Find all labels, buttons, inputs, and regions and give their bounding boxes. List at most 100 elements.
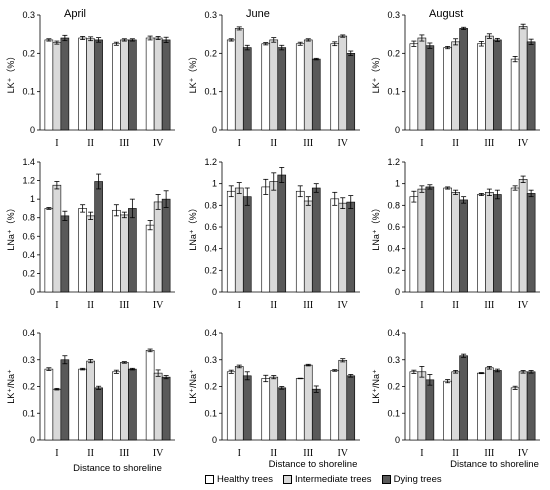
- bar: [295, 378, 305, 441]
- bar: [161, 376, 171, 441]
- y-tick-label: 1.2: [204, 157, 217, 167]
- x-tick-label: III: [484, 300, 494, 311]
- bar: [330, 43, 340, 131]
- bar: [417, 37, 427, 131]
- x-tick-label: II: [87, 138, 94, 149]
- bar: [526, 193, 536, 293]
- y-tick-label: 0: [30, 435, 35, 445]
- y-tick-label: 0.1: [204, 408, 217, 418]
- bar: [60, 359, 70, 441]
- y-tick-label: 0.8: [22, 213, 35, 223]
- bar: [277, 47, 287, 131]
- y-tick-label: 0.8: [387, 200, 400, 210]
- bar: [493, 39, 502, 131]
- bar: [153, 201, 163, 293]
- bar: [443, 187, 452, 293]
- legend-item-dying: Dying trees: [381, 474, 442, 485]
- y-tick-label: 0.4: [204, 328, 217, 338]
- y-axis-title: LNa⁺（%）: [371, 203, 381, 250]
- bar: [86, 360, 95, 441]
- bar: [425, 379, 435, 441]
- bar: [44, 208, 54, 293]
- bar: [295, 190, 305, 293]
- y-tick-label: 0.2: [204, 48, 217, 58]
- bar: [477, 372, 486, 441]
- x-tick-label: II: [270, 300, 277, 311]
- y-tick-label: 1.2: [387, 157, 400, 167]
- bar: [443, 47, 452, 131]
- x-tick-label: I: [55, 138, 58, 149]
- bar: [261, 43, 271, 131]
- y-tick-label: 0.2: [204, 265, 217, 275]
- x-tick-label: I: [420, 448, 423, 459]
- bar: [94, 181, 103, 293]
- bar: [526, 41, 536, 131]
- bar: [234, 366, 244, 441]
- legend-item-intermediate: Intermediate trees: [282, 474, 372, 485]
- y-tick-label: 0.2: [387, 48, 400, 58]
- x-tick-label: III: [303, 300, 313, 311]
- bar: [459, 355, 468, 441]
- bar: [477, 194, 486, 293]
- bar: [52, 388, 62, 441]
- bar: [242, 375, 252, 441]
- bar: [485, 367, 494, 441]
- x-tick-label: I: [238, 300, 241, 311]
- bar: [311, 58, 321, 131]
- x-tick-label: IV: [337, 300, 348, 311]
- x-tick-label: I: [55, 300, 58, 311]
- bar: [52, 184, 62, 293]
- bar: [112, 371, 121, 441]
- y-tick-label: 0: [212, 435, 217, 445]
- bar: [338, 202, 348, 293]
- bar: [485, 192, 494, 293]
- bar: [86, 38, 95, 131]
- y-axis-title: LK⁺（%）: [6, 52, 16, 94]
- bar: [226, 371, 236, 441]
- bar: [153, 37, 163, 131]
- bar: [60, 215, 70, 293]
- bar: [161, 198, 171, 293]
- bar: [409, 43, 419, 131]
- legend: Healthy trees Intermediate trees Dying t…: [205, 472, 442, 486]
- bar: [44, 39, 54, 131]
- bar: [269, 376, 279, 441]
- bar: [417, 371, 427, 441]
- y-axis-title: LK⁺（%）: [188, 52, 198, 94]
- bar: [451, 192, 460, 293]
- bar: [526, 371, 536, 441]
- bar: [518, 371, 528, 441]
- bar: [338, 35, 348, 131]
- x-tick-label: I: [420, 138, 423, 149]
- y-tick-label: 0.4: [387, 328, 400, 338]
- bar: [128, 39, 137, 131]
- bar: [234, 28, 244, 131]
- y-tick-label: 0.2: [387, 265, 400, 275]
- x-tick-label: III: [119, 300, 129, 311]
- y-tick-label: 0.2: [22, 382, 35, 392]
- x-tick-label: III: [119, 448, 129, 459]
- bar: [120, 39, 129, 131]
- y-axis-title: LNa⁺（%）: [6, 203, 16, 250]
- y-tick-label: 0.2: [22, 48, 35, 58]
- bar: [269, 181, 279, 293]
- chart-title: June: [246, 8, 270, 20]
- y-tick-label: 0: [30, 287, 35, 297]
- bar: [78, 37, 87, 131]
- bar: [242, 47, 252, 131]
- y-tick-label: 0.4: [22, 328, 35, 338]
- bar: [277, 387, 287, 441]
- bar: [145, 37, 155, 131]
- x-tick-label: III: [303, 448, 313, 459]
- bar: [226, 39, 236, 131]
- bar: [303, 200, 313, 293]
- y-tick-label: 0: [395, 287, 400, 297]
- y-tick-label: 0.6: [22, 231, 35, 241]
- x-tick-label: IV: [518, 448, 529, 459]
- y-tick-label: 0.2: [387, 382, 400, 392]
- bar: [425, 186, 435, 293]
